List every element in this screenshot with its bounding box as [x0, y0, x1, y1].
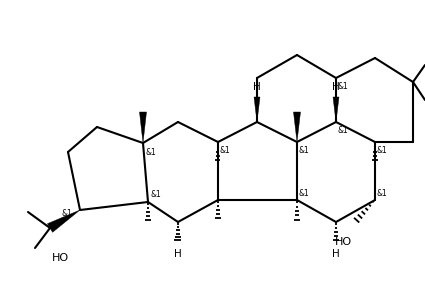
Text: &1: &1 — [338, 126, 349, 135]
Text: &1: &1 — [220, 146, 231, 155]
Text: &1: &1 — [61, 208, 72, 217]
Polygon shape — [139, 112, 147, 143]
Text: &1: &1 — [146, 148, 157, 157]
Text: &1: &1 — [377, 189, 388, 198]
Text: H: H — [332, 249, 340, 259]
Polygon shape — [254, 97, 260, 122]
Text: &1: &1 — [338, 82, 349, 91]
Text: HO: HO — [334, 237, 351, 247]
Text: HO: HO — [51, 253, 68, 263]
Text: &1: &1 — [299, 146, 310, 155]
Text: H: H — [174, 249, 182, 259]
Text: H: H — [253, 82, 261, 92]
Text: &1: &1 — [299, 189, 310, 198]
Polygon shape — [48, 210, 80, 232]
Text: H: H — [332, 82, 340, 92]
Text: &1: &1 — [377, 146, 388, 155]
Polygon shape — [294, 112, 300, 142]
Text: &1: &1 — [151, 190, 162, 199]
Polygon shape — [333, 97, 339, 122]
